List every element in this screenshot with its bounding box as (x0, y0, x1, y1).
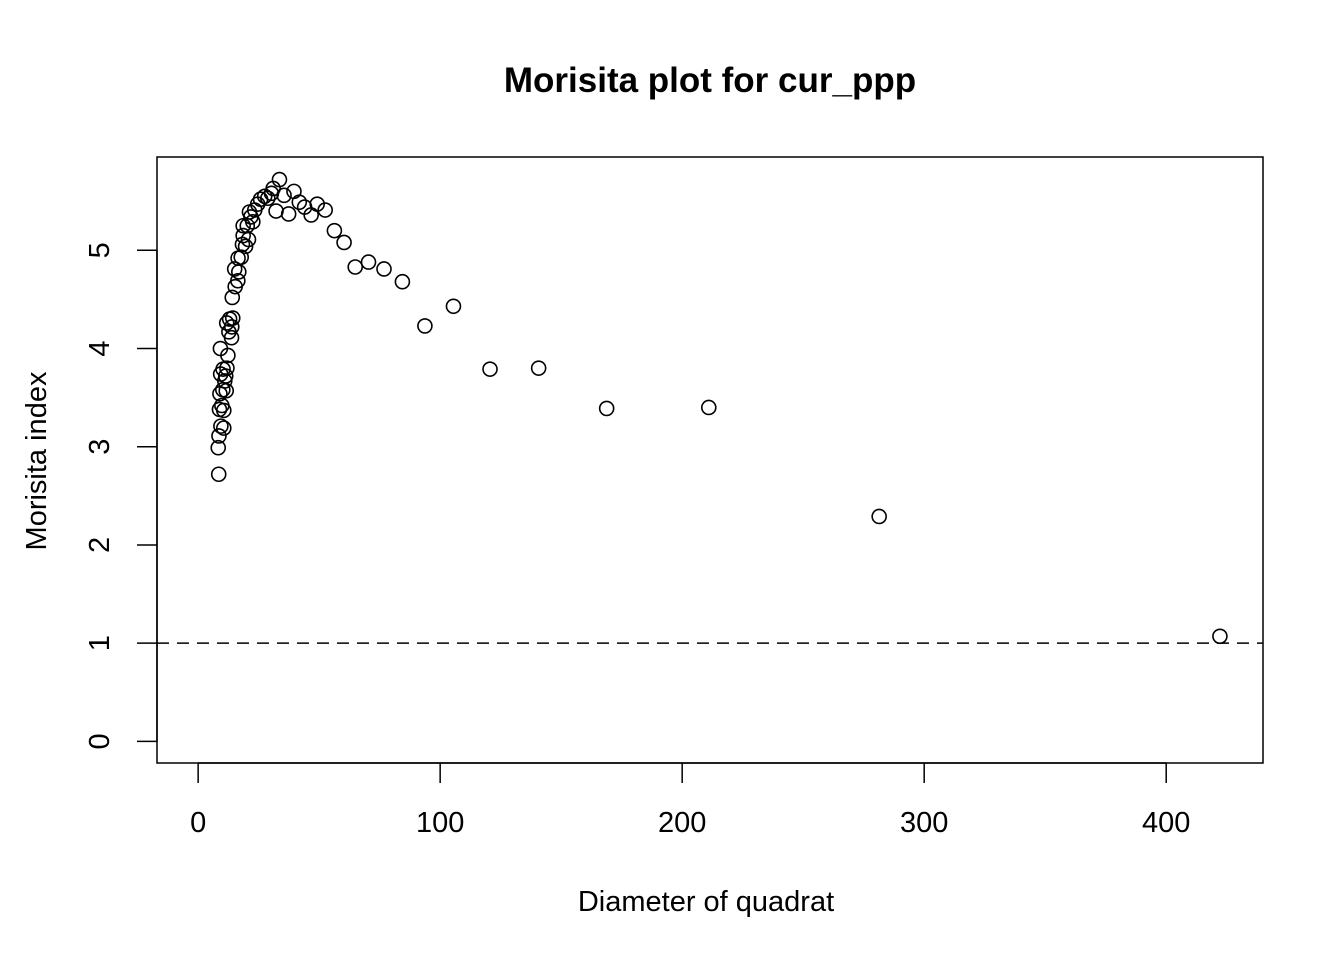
y-axis: 0 1 2 3 4 5 (84, 242, 158, 749)
data-point (223, 329, 240, 346)
data-point (347, 259, 364, 275)
data-point (417, 318, 433, 334)
data-point (223, 319, 240, 335)
data-point (210, 466, 227, 483)
data-point (530, 360, 547, 376)
data-point (231, 264, 247, 280)
data-point (598, 400, 615, 417)
data-point (233, 249, 250, 265)
data-point (235, 217, 251, 234)
data-point (482, 361, 498, 377)
data-point (224, 310, 241, 326)
data-point (336, 234, 352, 251)
x-tick-label: 100 (416, 807, 464, 839)
chart-title: Morisita plot for cur_ppp (504, 61, 916, 100)
data-point (235, 227, 251, 244)
data-point (230, 272, 246, 289)
data-points (210, 171, 1228, 645)
y-tick-label: 3 (84, 439, 116, 455)
data-point (256, 188, 273, 205)
data-point (871, 508, 887, 525)
x-tick-label: 0 (190, 807, 206, 839)
x-tick-label: 400 (1142, 807, 1190, 839)
data-point (210, 439, 227, 456)
data-point (309, 196, 326, 212)
data-point (276, 187, 292, 204)
data-point (445, 298, 462, 315)
data-point (237, 238, 254, 255)
data-point (291, 194, 308, 210)
y-tick-label: 1 (84, 635, 116, 651)
data-point (212, 340, 229, 357)
y-tick-label: 0 (84, 733, 116, 749)
x-tick-label: 300 (900, 807, 948, 839)
data-point (219, 360, 235, 376)
data-point (224, 289, 241, 306)
data-point (1212, 628, 1228, 645)
data-point (215, 420, 232, 436)
plot-frame (156, 156, 1264, 764)
data-point (394, 273, 411, 290)
data-point (217, 368, 234, 384)
x-axis-label: Diameter of quadrat (578, 886, 834, 918)
data-point (211, 428, 227, 444)
data-point (360, 254, 377, 270)
data-point (213, 418, 229, 434)
data-point (271, 171, 288, 188)
y-tick-label: 2 (84, 537, 116, 553)
data-point (317, 202, 333, 218)
data-point (700, 399, 717, 416)
y-tick-label: 5 (84, 242, 116, 258)
y-axis-label: Morisita index (21, 371, 53, 550)
y-tick-label: 4 (84, 340, 116, 356)
data-point (226, 261, 243, 277)
x-axis: 0 100 200 300 400 (190, 762, 1190, 839)
data-point (260, 190, 276, 207)
data-point (280, 206, 297, 222)
data-point (215, 402, 232, 419)
data-point (376, 261, 392, 277)
data-point (326, 222, 343, 239)
x-tick-label: 200 (658, 807, 706, 839)
data-point (268, 203, 284, 219)
